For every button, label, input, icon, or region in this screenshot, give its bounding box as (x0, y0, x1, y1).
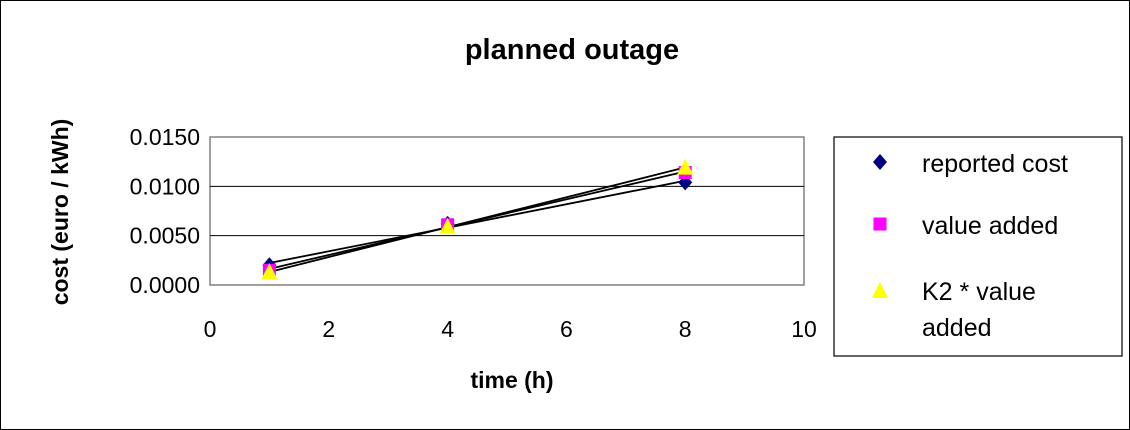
y-tick-label: 0.0050 (130, 223, 200, 249)
x-tick-label: 0 (204, 316, 217, 342)
legend-marker-square (873, 217, 887, 231)
x-tick-label: 4 (441, 316, 454, 342)
legend-label: K2 * value (922, 278, 1036, 306)
data-point-triangle (439, 217, 456, 234)
y-axis-ticks: 0.0000 0.0050 0.0100 0.0150 (130, 124, 200, 298)
y-tick-label: 0.0100 (130, 173, 200, 199)
x-tick-label: 6 (560, 316, 573, 342)
legend: reported cost value added K2 * value added (833, 136, 1123, 357)
y-axis-title: cost (euro / kWh) (47, 119, 73, 306)
plot-area (209, 136, 805, 286)
legend-label: value added (922, 212, 1058, 240)
gridlines (210, 185, 804, 237)
y-tick-label: 0.0150 (130, 124, 200, 150)
x-axis-ticks: 0 2 4 6 8 10 (204, 316, 817, 342)
legend-items: reported cost value added K2 * value added (872, 150, 1068, 342)
x-tick-label: 2 (322, 316, 335, 342)
y-tick-label: 0.0000 (130, 272, 200, 298)
trendline (269, 166, 686, 273)
data-point-triangle (261, 263, 278, 280)
x-axis-title: time (h) (470, 367, 553, 393)
trendline (269, 179, 686, 264)
x-tick-label: 10 (791, 316, 817, 342)
legend-label: added (922, 314, 992, 342)
data-markers (261, 158, 694, 280)
data-point-triangle (677, 158, 694, 175)
legend-marker-triangle (872, 282, 888, 298)
legend-box (833, 136, 1123, 357)
trendlines (269, 166, 686, 273)
chart-title: planned outage (465, 34, 679, 66)
legend-marker-diamond (873, 154, 887, 170)
legend-label: reported cost (922, 150, 1068, 178)
x-tick-label: 8 (679, 316, 692, 342)
